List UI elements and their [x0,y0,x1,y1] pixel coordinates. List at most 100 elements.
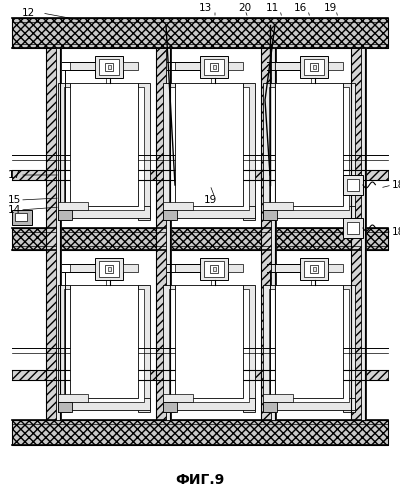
Bar [263,210,277,220]
Bar [123,62,138,70]
Bar [204,261,224,277]
Bar [300,56,328,78]
Bar [275,264,300,272]
Bar [64,289,144,402]
Bar [95,258,123,280]
Bar [163,202,193,210]
Bar [58,394,88,402]
Bar [210,63,218,71]
Bar [15,213,27,221]
Bar [300,258,328,280]
Bar [275,285,343,398]
Bar [343,175,363,195]
Bar [138,285,150,412]
Bar [175,83,243,206]
Bar [156,48,170,420]
Bar [169,289,249,402]
Bar [261,48,275,420]
Bar [108,267,111,271]
Bar [46,48,60,420]
Bar [228,264,243,272]
Bar [58,83,70,220]
Bar [105,63,113,71]
Bar [313,267,316,271]
Bar [70,62,95,70]
Text: 20: 20 [238,3,252,13]
Bar [58,210,72,220]
Bar [213,65,216,69]
Bar [56,48,61,420]
Bar [163,210,177,220]
Bar [271,48,276,420]
Bar [70,264,95,272]
Bar [12,228,388,250]
Text: 17: 17 [8,170,21,180]
Bar [108,65,111,69]
Bar [313,65,316,69]
Bar [228,62,243,70]
Bar [243,83,255,220]
Bar [263,83,275,220]
Bar [175,285,243,398]
Bar [263,402,277,412]
Bar [263,202,293,210]
Bar [263,206,355,218]
Bar [169,87,249,210]
Bar [58,402,72,412]
Bar [64,87,144,210]
Bar [343,285,355,412]
Bar [70,83,138,206]
Bar [263,394,293,402]
Bar [263,398,355,410]
Bar [163,394,193,402]
Bar [310,265,318,273]
Bar [328,264,343,272]
Bar [361,48,366,420]
Bar [304,261,324,277]
Bar [95,56,123,78]
Text: 12: 12 [21,8,35,18]
Bar [163,206,255,218]
Bar [204,59,224,75]
Bar [310,63,318,71]
Bar [269,87,349,210]
Bar [210,265,218,273]
Bar [12,420,388,445]
Bar [163,402,177,412]
Bar [175,62,200,70]
Bar [70,285,138,398]
Bar [99,261,119,277]
Bar [138,83,150,220]
Bar [200,258,228,280]
Text: 13: 13 [198,3,212,13]
Bar [12,18,388,48]
Bar [123,264,138,272]
Text: 14: 14 [8,205,21,215]
Bar [343,83,355,220]
Bar [166,48,171,420]
Bar [328,62,343,70]
Bar [99,59,119,75]
Bar [347,179,359,191]
Bar [243,285,255,412]
Bar [58,398,150,410]
Bar [58,206,150,218]
Bar [275,83,343,206]
Bar [347,222,359,234]
Bar [163,285,175,412]
Bar [304,59,324,75]
Text: 11: 11 [265,3,279,13]
Bar [275,62,300,70]
Text: 15: 15 [8,195,21,205]
Text: 18: 18 [392,227,400,237]
Text: 19: 19 [323,3,337,13]
Bar [163,83,175,220]
Bar [58,285,70,412]
Bar [213,267,216,271]
Bar [175,264,200,272]
Bar [163,398,255,410]
Text: 16: 16 [293,3,307,13]
Text: 18: 18 [392,180,400,190]
Bar [200,56,228,78]
Text: 19: 19 [203,195,217,205]
